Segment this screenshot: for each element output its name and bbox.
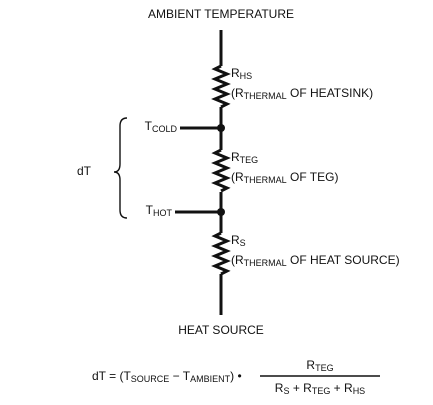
subscript: THERMAL bbox=[244, 175, 287, 185]
node-wire bbox=[175, 126, 221, 214]
resistor-symbol: RHS bbox=[231, 66, 252, 81]
resistor-symbol: RTEG bbox=[231, 150, 258, 165]
subscript: S bbox=[240, 238, 246, 248]
node-label: THOT bbox=[146, 203, 173, 218]
resistor bbox=[211, 148, 231, 193]
text-part: + R bbox=[289, 381, 312, 395]
text-part: T bbox=[146, 203, 154, 217]
subscript: COLD bbox=[152, 124, 178, 134]
resistor-description: (RTHERMAL OF HEAT SOURCE) bbox=[231, 253, 400, 268]
text-part: dT = (T bbox=[92, 369, 131, 383]
top-label: AMBIENT TEMPERATURE bbox=[148, 7, 294, 21]
equation-lhs: dT = (TSOURCE − TAMBIENT) • bbox=[92, 369, 242, 384]
text-part: OF HEATSINK) bbox=[287, 86, 373, 100]
text-part: R bbox=[231, 233, 240, 247]
brace bbox=[113, 117, 128, 219]
text-part: OF TEG) bbox=[287, 170, 339, 184]
equation-numerator: RTEG bbox=[306, 358, 333, 373]
node-dot bbox=[217, 208, 225, 216]
bottom-label: HEAT SOURCE bbox=[178, 323, 264, 337]
text-part: T bbox=[145, 119, 153, 133]
text-part: R bbox=[306, 358, 315, 372]
text-part: R bbox=[275, 381, 284, 395]
resistor bbox=[211, 231, 231, 276]
text-part: ) • bbox=[230, 369, 242, 383]
subscript: THERMAL bbox=[244, 258, 287, 268]
subscript: HS bbox=[240, 71, 253, 81]
resistor-symbol: RS bbox=[231, 233, 246, 248]
text-part: − T bbox=[169, 369, 190, 383]
subscript: S bbox=[283, 386, 289, 396]
text-part: (R bbox=[231, 170, 244, 184]
subscript: HOT bbox=[153, 208, 173, 218]
resistor bbox=[211, 64, 231, 109]
resistor-description: (RTHERMAL OF TEG) bbox=[231, 170, 338, 185]
subscript: SOURCE bbox=[131, 374, 170, 384]
subscript: TEG bbox=[315, 363, 334, 373]
text-part: (R bbox=[231, 253, 244, 267]
span-label: dT bbox=[77, 164, 92, 178]
subscript: AMBIENT bbox=[190, 374, 231, 384]
text-part: R bbox=[231, 150, 240, 164]
text-part: + R bbox=[330, 381, 353, 395]
subscript: THERMAL bbox=[244, 91, 287, 101]
node-label: TCOLD bbox=[145, 119, 178, 134]
text-part: R bbox=[231, 66, 240, 80]
text-part: OF HEAT SOURCE) bbox=[287, 253, 400, 267]
subscript: TEG bbox=[312, 386, 331, 396]
subscript: TEG bbox=[240, 155, 259, 165]
equation-denominator: RS + RTEG + RHS bbox=[275, 381, 365, 396]
text-part: (R bbox=[231, 86, 244, 100]
resistor-description: (RTHERMAL OF HEATSINK) bbox=[231, 86, 373, 101]
node-dot bbox=[217, 124, 225, 132]
subscript: HS bbox=[353, 386, 366, 396]
